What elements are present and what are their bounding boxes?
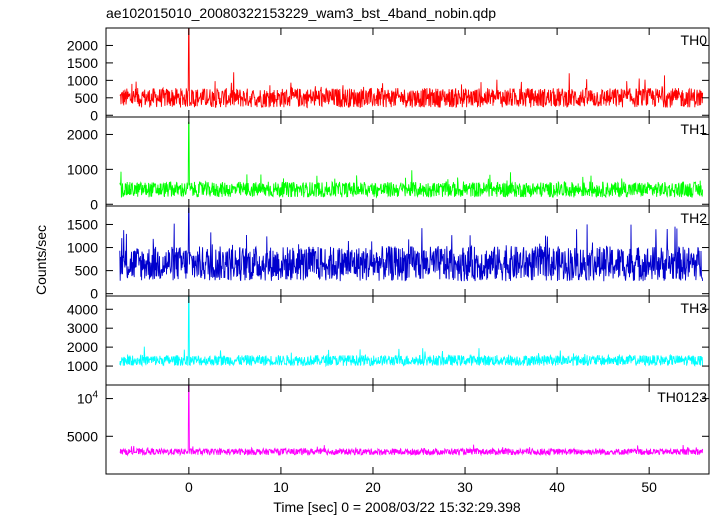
y-tick-label: 4000	[67, 301, 98, 317]
x-tick-label: 40	[549, 479, 565, 495]
y-tick-label: 104	[77, 390, 99, 407]
y-tick-label: 500	[75, 263, 99, 279]
y-tick-label: 1000	[67, 240, 98, 256]
y-axis-label: Counts/sec	[33, 225, 49, 295]
panel-th1: 0 1000 2000 TH1	[67, 116, 710, 212]
panel-frame	[105, 384, 710, 475]
x-tick-label: 0	[185, 479, 193, 495]
panel-frame	[105, 295, 710, 386]
y-tick-label: 1000	[67, 72, 98, 88]
y-tick-label: 2000	[67, 339, 98, 355]
x-tick-label: 50	[641, 479, 657, 495]
panel-th3: 1000 2000 3000 4000 TH3	[67, 295, 710, 386]
y-tick-label: 0	[90, 286, 98, 302]
panel-label-th3: TH3	[681, 300, 708, 316]
panel-label-th1: TH1	[681, 121, 708, 137]
y-tick-label: 500	[75, 90, 99, 106]
y-tick-exponent: 4	[92, 390, 98, 401]
y-tick-label: 2000	[67, 37, 98, 53]
y-tick-label: 1500	[67, 216, 98, 232]
x-axis-label: Time [sec] 0 = 2008/03/22 15:32:29.398	[273, 499, 521, 515]
panel-label-th0: TH0	[681, 32, 708, 48]
panel-th0123: 5000 104 TH0123 0 10 20 30 40 50	[67, 384, 710, 495]
series-line-th0123	[119, 385, 704, 457]
series-line-th3	[119, 296, 704, 368]
y-tick-label: 1000	[67, 161, 98, 177]
y-tick-label: 5000	[67, 428, 98, 444]
panel-label-th2: TH2	[681, 210, 708, 226]
series-line-th1	[119, 121, 704, 199]
y-tick-label: 3000	[67, 320, 98, 336]
x-tick-label: 10	[273, 479, 289, 495]
panel-th2: 0 500 1000 1500 TH2	[67, 205, 710, 302]
y-tick-label: 2000	[67, 126, 98, 142]
y-tick-label: 0	[90, 107, 98, 123]
x-tick-label: 30	[457, 479, 473, 495]
y-tick-label: 1000	[67, 358, 98, 374]
x-tick-label: 20	[365, 479, 381, 495]
panel-label-th0123: TH0123	[657, 389, 707, 405]
series-line-th2	[119, 207, 704, 282]
y-tick-label: 0	[90, 196, 98, 212]
chart-title: ae102015010_20080322153229_wam3_bst_4ban…	[106, 5, 496, 21]
y-tick-label: 1500	[67, 55, 98, 71]
series-line-th0	[119, 28, 704, 109]
